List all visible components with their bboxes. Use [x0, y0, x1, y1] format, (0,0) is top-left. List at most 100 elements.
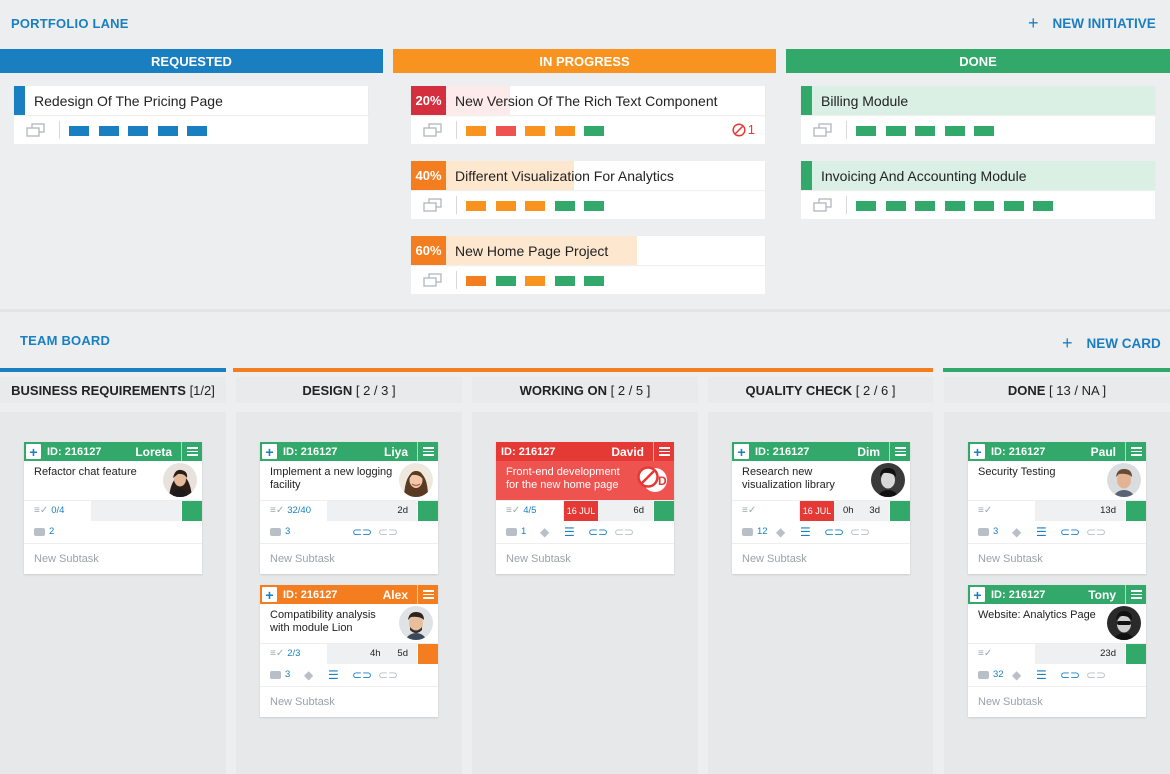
description-icon[interactable]: ☰	[1036, 525, 1047, 539]
child-card-square[interactable]	[495, 201, 516, 211]
avatar[interactable]	[399, 463, 433, 497]
child-card-square[interactable]	[157, 126, 178, 136]
card-menu-icon[interactable]	[1125, 442, 1146, 461]
task-card-david[interactable]: ID: 216127 David Front-end development f…	[496, 442, 674, 574]
avatar[interactable]	[1107, 463, 1141, 497]
child-card-square[interactable]	[495, 126, 516, 136]
attachment-icon[interactable]: ⊂⊃	[850, 525, 871, 539]
column-header-working-on[interactable]: WORKING ON [ 2 / 5 ]	[472, 377, 698, 403]
add-child-icon[interactable]: +	[970, 444, 985, 459]
comments[interactable]: 32	[978, 669, 1004, 680]
initiative-card-rich-text[interactable]: 20% New Version Of The Rich Text Compone…	[411, 86, 765, 144]
checklist-count[interactable]: ≡✓	[978, 648, 992, 659]
child-card-square[interactable]	[584, 276, 604, 286]
blocked-avatar[interactable]: D	[635, 463, 669, 497]
add-child-icon[interactable]: +	[26, 444, 41, 459]
checklist-count[interactable]: ≡✓ 32/40	[270, 505, 311, 516]
child-card-square[interactable]	[856, 126, 876, 136]
checklist-count[interactable]: ≡✓ 2/3	[270, 648, 300, 659]
description-icon[interactable]: ☰	[328, 668, 339, 682]
avatar[interactable]	[163, 463, 197, 497]
child-card-square[interactable]	[466, 276, 486, 286]
card-menu-icon[interactable]	[653, 442, 674, 461]
new-subtask-input[interactable]: New Subtask	[968, 543, 1146, 574]
new-subtask-input[interactable]: New Subtask	[732, 543, 910, 574]
child-card-square[interactable]	[1033, 201, 1053, 211]
due-date-badge[interactable]: 16 JUL	[800, 501, 834, 521]
linked-cards-icon[interactable]	[423, 273, 443, 287]
checklist-count[interactable]: ≡✓	[742, 505, 756, 516]
child-card-square[interactable]	[915, 126, 935, 136]
link-icon[interactable]: ⊂⊃	[352, 668, 373, 682]
tag-icon[interactable]: ◆	[1012, 668, 1022, 682]
new-subtask-input[interactable]: New Subtask	[24, 543, 202, 574]
checklist-count[interactable]: ≡✓	[978, 505, 992, 516]
child-card-square[interactable]	[525, 201, 545, 211]
linked-cards-icon[interactable]	[26, 123, 46, 137]
child-card-square[interactable]	[584, 201, 604, 211]
card-menu-icon[interactable]	[1125, 585, 1146, 604]
tag-icon[interactable]: ◆	[304, 668, 314, 682]
child-card-square[interactable]	[885, 201, 906, 211]
child-card-square[interactable]	[466, 201, 486, 211]
task-card-dim[interactable]: + ID: 216127 Dim Research new visualizat…	[732, 442, 910, 574]
attachment-icon[interactable]: ⊂⊃	[378, 525, 399, 539]
child-card-square[interactable]	[915, 201, 935, 211]
new-subtask-input[interactable]: New Subtask	[496, 543, 674, 574]
child-card-square[interactable]	[856, 201, 876, 211]
comments[interactable]: 3	[270, 526, 290, 537]
blocked-indicator[interactable]: 1	[732, 122, 755, 137]
linked-cards-icon[interactable]	[423, 198, 443, 212]
child-card-square[interactable]	[69, 126, 89, 136]
linked-cards-icon[interactable]	[813, 123, 833, 137]
child-card-square[interactable]	[525, 126, 545, 136]
initiative-card-analytics[interactable]: 40% Different Visualization For Analytic…	[411, 161, 765, 219]
attachment-icon[interactable]: ⊂⊃	[378, 668, 399, 682]
column-header-business-requirements[interactable]: BUSINESS REQUIREMENTS [1/2]	[0, 377, 226, 403]
link-icon[interactable]: ⊂⊃	[824, 525, 845, 539]
description-icon[interactable]: ☰	[564, 525, 575, 539]
avatar[interactable]	[399, 606, 433, 640]
child-card-square[interactable]	[1003, 201, 1024, 211]
add-child-icon[interactable]: +	[970, 587, 985, 602]
tag-icon[interactable]: ◆	[1012, 525, 1022, 539]
link-icon[interactable]: ⊂⊃	[588, 525, 609, 539]
child-card-square[interactable]	[525, 276, 545, 286]
child-card-square[interactable]	[584, 126, 604, 136]
attachment-icon[interactable]: ⊂⊃	[614, 525, 635, 539]
attachment-icon[interactable]: ⊂⊃	[1086, 668, 1107, 682]
comments[interactable]: 12	[742, 526, 768, 537]
child-card-square[interactable]	[974, 201, 994, 211]
avatar[interactable]	[871, 463, 905, 497]
child-card-square[interactable]	[554, 126, 575, 136]
new-subtask-input[interactable]: New Subtask	[260, 543, 438, 574]
task-card-paul[interactable]: + ID: 216127 Paul Security Testing ≡✓ 13…	[968, 442, 1146, 574]
linked-cards-icon[interactable]	[423, 123, 443, 137]
child-card-square[interactable]	[187, 126, 207, 136]
child-card-square[interactable]	[554, 276, 575, 286]
child-card-square[interactable]	[554, 201, 575, 211]
comments[interactable]: 3	[978, 526, 998, 537]
task-card-alex[interactable]: + ID: 216127 Alex Compatibility analysis…	[260, 585, 438, 717]
comments[interactable]: 1	[506, 526, 526, 537]
task-card-liya[interactable]: + ID: 216127 Liya Implement a new loggin…	[260, 442, 438, 574]
child-card-square[interactable]	[974, 126, 994, 136]
linked-cards-icon[interactable]	[813, 198, 833, 212]
tag-icon[interactable]: ◆	[540, 525, 550, 539]
column-header-design[interactable]: DESIGN [ 2 / 3 ]	[236, 377, 462, 403]
due-date-badge[interactable]: 16 JUL	[564, 501, 598, 521]
add-child-icon[interactable]: +	[262, 587, 277, 602]
child-card-square[interactable]	[944, 201, 965, 211]
checklist-count[interactable]: ≡✓ 4/5	[506, 505, 536, 516]
new-card-button[interactable]: + NEW CARD	[1062, 334, 1161, 352]
attachment-icon[interactable]: ⊂⊃	[1086, 525, 1107, 539]
add-child-icon[interactable]: +	[734, 444, 749, 459]
task-card-tony[interactable]: + ID: 216127 Tony Website: Analytics Pag…	[968, 585, 1146, 717]
child-card-square[interactable]	[466, 126, 486, 136]
column-header-quality-check[interactable]: QUALITY CHECK [ 2 / 6 ]	[708, 377, 933, 403]
tag-icon[interactable]: ◆	[776, 525, 786, 539]
initiative-card-billing[interactable]: Billing Module	[801, 86, 1155, 144]
checklist-count[interactable]: ≡✓ 0/4	[34, 505, 64, 516]
new-subtask-input[interactable]: New Subtask	[260, 686, 438, 717]
child-card-square[interactable]	[128, 126, 148, 136]
